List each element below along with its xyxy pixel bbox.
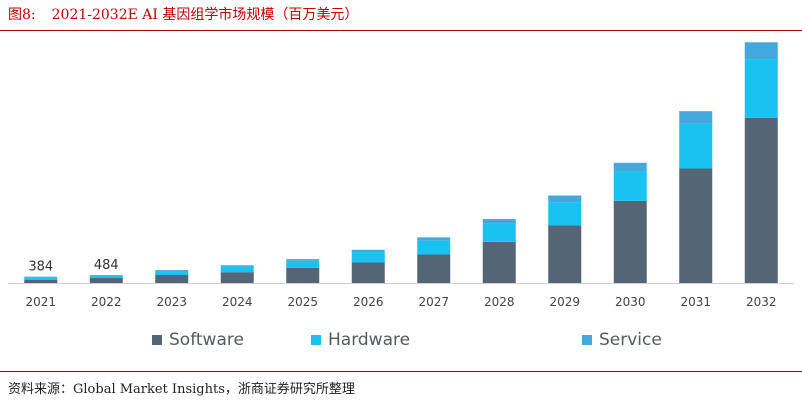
- legend-item-service: Service: [582, 328, 662, 352]
- bar-service-2030: [613, 162, 647, 172]
- chart-legend: Software Hardware Service: [0, 328, 802, 352]
- bar-service-2022: [89, 274, 123, 276]
- bar-hardware-2021: [24, 277, 58, 280]
- bar-hardware-2032: [744, 59, 778, 118]
- bar-service-2021: [24, 276, 58, 278]
- x-tick-label-2031: 2031: [680, 295, 711, 309]
- bar-hardware-2031: [679, 123, 713, 169]
- bar-software-2031: [679, 168, 713, 283]
- bar-software-2024: [220, 272, 254, 283]
- bar-hardware-2024: [220, 266, 254, 273]
- bar-hardware-2022: [89, 275, 123, 279]
- legend-item-software: Software: [152, 328, 244, 352]
- bar-software-2025: [286, 267, 320, 283]
- figure-title: 图8: 2021-2032E AI 基因组学市场规模（百万美元）: [8, 4, 358, 24]
- bottom-rule: [0, 371, 802, 372]
- x-tick-label-2025: 2025: [287, 295, 318, 309]
- bar-software-2027: [417, 254, 451, 283]
- x-tick-label-2021: 2021: [25, 295, 56, 309]
- data-label-2022: 484: [94, 258, 119, 273]
- x-tick-label-2029: 2029: [549, 295, 580, 309]
- bar-service-2026: [351, 249, 385, 253]
- legend-item-hardware: Hardware: [311, 328, 410, 352]
- bar-software-2029: [548, 225, 582, 283]
- bar-hardware-2030: [613, 171, 647, 201]
- bar-service-2031: [679, 111, 713, 124]
- bar-service-2028: [482, 219, 516, 224]
- x-tick-label-2022: 2022: [91, 295, 122, 309]
- bar-software-2030: [613, 200, 647, 283]
- chart-svg: 2021 2022 2023 2024 2025 2026 2027 2028 2029 2030…: [8, 42, 794, 309]
- bar-service-2024: [220, 265, 254, 267]
- figure-number: 图8:: [8, 7, 36, 23]
- x-tick-label-2026: 2026: [353, 295, 384, 309]
- source-note: 资料来源：Global Market Insights，浙商证券研究所整理: [8, 382, 355, 397]
- bar-service-2032: [744, 42, 778, 60]
- legend-label-software: Software: [169, 330, 244, 350]
- bar-software-2028: [482, 241, 516, 283]
- bar-hardware-2023: [155, 271, 189, 276]
- bar-software-2021: [24, 279, 58, 283]
- legend-swatch-software: [152, 335, 162, 345]
- bar-hardware-2029: [548, 202, 582, 226]
- bar-hardware-2025: [286, 260, 320, 268]
- x-tick-label-2030: 2030: [615, 295, 646, 309]
- bar-hardware-2028: [482, 223, 516, 242]
- x-tick-label-2028: 2028: [484, 295, 515, 309]
- data-label-2021: 384: [28, 260, 53, 275]
- x-tick-label-2032: 2032: [746, 295, 777, 309]
- bar-software-2023: [155, 275, 189, 283]
- legend-swatch-hardware: [311, 335, 321, 345]
- bar-service-2025: [286, 259, 320, 261]
- bar-service-2029: [548, 195, 582, 203]
- chart-area: 2021 2022 2023 2024 2025 2026 2027 2028 2029 2030…: [0, 32, 802, 370]
- bar-service-2027: [417, 237, 451, 241]
- figure-title-text: 2021-2032E AI 基因组学市场规模（百万美元）: [51, 7, 359, 23]
- bar-service-2023: [155, 270, 189, 272]
- bar-hardware-2027: [417, 240, 451, 255]
- bar-software-2032: [744, 117, 778, 283]
- bar-hardware-2026: [351, 252, 385, 263]
- x-tick-label-2023: 2023: [156, 295, 187, 309]
- bar-software-2026: [351, 262, 385, 283]
- legend-label-hardware: Hardware: [328, 330, 411, 350]
- legend-label-service: Service: [599, 330, 662, 350]
- bar-software-2022: [89, 278, 123, 283]
- x-tick-label-2027: 2027: [418, 295, 449, 309]
- x-tick-label-2024: 2024: [222, 295, 253, 309]
- top-rule: [0, 30, 802, 31]
- legend-swatch-service: [582, 335, 592, 345]
